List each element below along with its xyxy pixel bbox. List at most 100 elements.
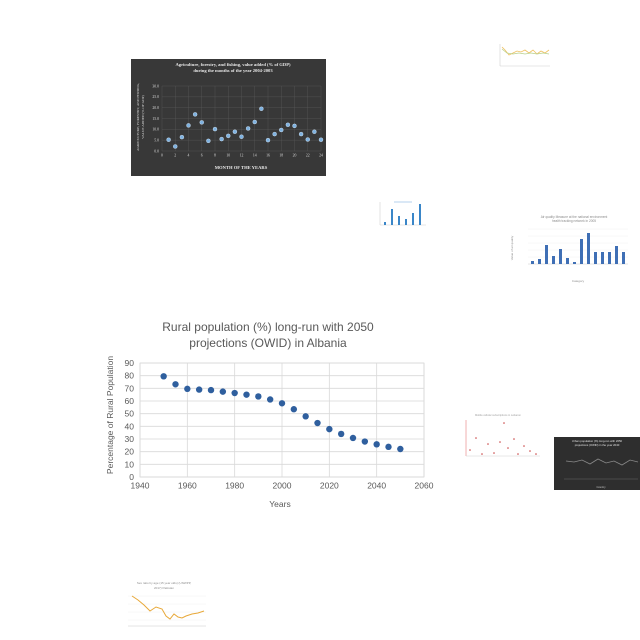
thumb-sex-series [131, 595, 205, 620]
thumb-dark-title-line1: Urban population (%) long-run with 2050 [572, 439, 623, 443]
thumb-scatter-title: Mobile cellular subscriptions in Lebanon [475, 413, 522, 417]
thumb-scatter-point [523, 445, 525, 447]
agri-x-label: MONTH OF THE YEARS [215, 165, 268, 170]
agri-y-tick: 25.0 [152, 95, 159, 99]
thumb-air-x-label: Category [572, 279, 585, 283]
thumb-air-y-label: Value of air quality [510, 235, 514, 260]
rural-y-tick: 90 [125, 358, 135, 368]
rural-y-tick: 40 [125, 421, 135, 431]
agri-data-point [298, 131, 304, 137]
thumb-air-bar [566, 258, 569, 264]
thumb-sex-title-line1: Sex ratio by age (15 year olds) (UNWPP, [137, 581, 191, 585]
thumb-air-bar [622, 252, 625, 264]
thumb-scatter-point [493, 452, 495, 454]
thumb-line-series-2 [501, 48, 550, 55]
agri-data-point [232, 129, 238, 134]
rural-data-point [373, 441, 380, 448]
thumb-bar [384, 222, 386, 225]
agri-data-point [219, 136, 224, 142]
agri-data-point [173, 144, 178, 149]
rural-y-tick: 60 [125, 396, 135, 406]
rural-data-point [207, 386, 215, 394]
thumb-scatter-point [469, 449, 471, 451]
thumb-air-bar [531, 261, 534, 264]
rural-x-tick: 2000 [273, 481, 292, 491]
rural-y-tick: 20 [125, 447, 135, 457]
thumb-scatter-chart: Mobile cellular subscriptions in Lebanon [452, 410, 542, 462]
thumb-bar [419, 204, 421, 225]
agri-data-point [186, 123, 191, 128]
thumb-bar-chart-small [372, 199, 428, 229]
rural-x-tick: 2040 [367, 481, 386, 491]
agri-y-tick: 0.0 [154, 149, 159, 153]
thumb-sex-ratio-chart: Sex ratio by age (15 year olds) (UNWPP, … [118, 578, 208, 632]
rural-data-point [266, 396, 274, 403]
agri-x-tick: 14 [253, 153, 257, 157]
rural-data-point [184, 385, 191, 393]
thumb-air-bar [559, 249, 562, 264]
rural-data-point [326, 425, 333, 433]
thumb-dark-x-label: Country [596, 485, 606, 489]
agri-y-tick: 20.0 [152, 106, 159, 110]
agri-data-point [272, 131, 277, 137]
thumb-air-bar [594, 252, 597, 264]
agri-y-tick: 5.0 [154, 138, 159, 142]
rural-data-point [172, 381, 179, 388]
rural-x-tick: 1940 [131, 481, 150, 491]
rural-y-tick: 0 [129, 472, 134, 482]
agri-y-label: AGRICULTURE, FORESTRY, AND FISHING, VALU… [136, 83, 145, 151]
rural-x-tick: 2020 [320, 481, 339, 491]
thumb-air-bar [552, 256, 555, 264]
thumb-bar [405, 219, 407, 225]
agri-y-tick: 15.0 [152, 117, 159, 121]
rural-data-point [231, 389, 238, 397]
agri-data-point [292, 123, 297, 129]
agri-y-label-line1: AGRICULTURE, FORESTRY, AND FISHING, [136, 83, 141, 151]
rural-data-point [195, 386, 203, 393]
agri-x-tick: 4 [188, 153, 190, 157]
thumb-air-title: Air quality Measure at the national envi… [541, 215, 608, 219]
thumb-scatter-point [503, 422, 505, 424]
rural-data-point [361, 438, 369, 445]
rural-chart-svg: Rural population (%) long-run with 2050 … [105, 320, 434, 509]
rural-data-point [302, 413, 309, 420]
rural-data-point [337, 430, 345, 438]
rural-data-point [397, 445, 404, 453]
thumb-bar [412, 213, 414, 225]
rural-y-tick: 70 [125, 383, 135, 393]
agri-data-point [252, 119, 257, 125]
agri-data-point [318, 137, 324, 142]
agri-x-tick: 0 [161, 153, 163, 157]
thumb-air-bar [587, 233, 590, 264]
thumb-air-bar [545, 245, 548, 264]
rural-y-tick: 80 [125, 371, 135, 381]
rural-x-tick: 1980 [225, 481, 244, 491]
thumb-air-bar [573, 262, 576, 264]
rural-data-point [160, 373, 167, 380]
agri-data-point [245, 126, 251, 131]
agri-data-point [259, 106, 264, 111]
thumb-bar [398, 216, 400, 225]
agri-x-tick: 20 [293, 153, 297, 157]
thumb-scatter-point [481, 453, 483, 455]
agri-x-tick: 12 [240, 153, 244, 157]
agri-data-point [192, 112, 198, 117]
rural-data-point [349, 434, 357, 442]
thumb-dark-chart: Urban population (%) long-run with 2050 … [554, 437, 640, 490]
rural-x-tick: 2060 [415, 481, 434, 491]
agri-title-line2: during the months of the year 2004-2003 [193, 68, 273, 73]
agri-data-point [285, 122, 291, 127]
rural-data-point [314, 419, 321, 427]
rural-y-tick: 10 [125, 459, 135, 469]
thumb-air-bar [615, 246, 618, 264]
agri-x-tick: 24 [319, 153, 323, 157]
thumb-scatter-point [529, 450, 531, 452]
thumb-air-bar [601, 252, 604, 264]
rural-title-line1: Rural population (%) long-run with 2050 [162, 320, 374, 334]
agri-data-point [206, 138, 211, 144]
agri-data-point [226, 133, 231, 139]
thumb-air-bar [538, 259, 541, 264]
thumb-sex-title-line2: 2017) Pakistan [154, 586, 174, 590]
agri-data-point [305, 137, 310, 142]
agri-x-tick: 22 [306, 153, 310, 157]
